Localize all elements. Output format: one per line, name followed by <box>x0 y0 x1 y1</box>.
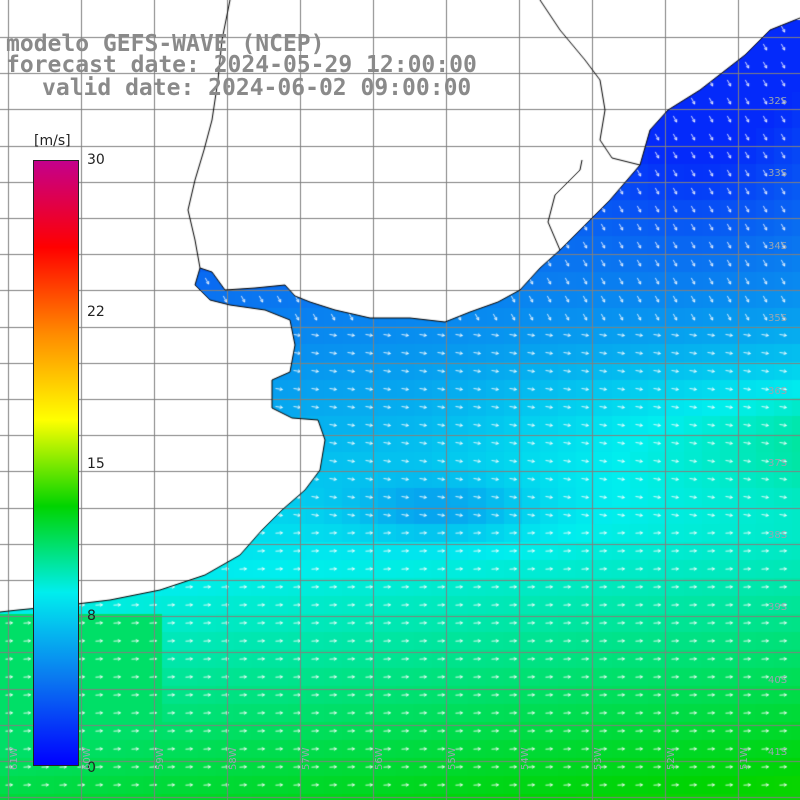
colorbar-label-22: 22 <box>87 304 105 320</box>
colorbar-units: [m/s] <box>34 133 71 149</box>
forecast-date: forecast date: 2024-05-29 12:00:00 <box>6 52 477 78</box>
lon-label-56w: 56W <box>374 747 385 770</box>
lat-label-40s: 40S <box>768 675 788 686</box>
lat-label-33s: 33S <box>768 168 788 179</box>
lon-label-57w: 57W <box>301 747 312 770</box>
lon-label-59w: 59W <box>155 747 166 770</box>
colorbar-label-15: 15 <box>87 456 105 472</box>
lon-label-60w: 60W <box>82 747 93 770</box>
lat-label-41s: 41S <box>768 747 788 758</box>
lat-label-36s: 36S <box>768 386 788 397</box>
lon-label-61w: 61W <box>9 747 20 770</box>
model-title: modelo GEFS-WAVE (NCEP) <box>6 31 325 57</box>
colorbar <box>33 160 79 766</box>
lat-label-35s: 35S <box>768 313 788 324</box>
colorbar-label-0: 0 <box>87 760 96 776</box>
colorbar-label-30: 30 <box>87 152 105 168</box>
lon-label-58w: 58W <box>228 747 239 770</box>
colorbar-label-8: 8 <box>87 608 96 624</box>
lon-label-54w: 54W <box>520 747 531 770</box>
lon-label-55w: 55W <box>447 747 458 770</box>
lon-label-52w: 52W <box>666 747 677 770</box>
lat-label-34s: 34S <box>768 241 788 252</box>
lon-label-53w: 53W <box>593 747 604 770</box>
lat-label-32s: 32S <box>768 96 788 107</box>
lat-label-38s: 38S <box>768 530 788 541</box>
lat-label-37s: 37S <box>768 458 788 469</box>
lat-label-39s: 39S <box>768 602 788 613</box>
valid-date: valid date: 2024-06-02 09:00:00 <box>42 75 472 101</box>
lon-label-51w: 51W <box>739 747 750 770</box>
